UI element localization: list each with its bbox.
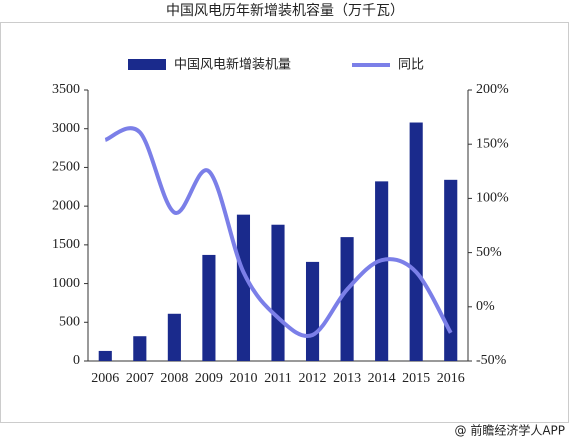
- bar: [271, 224, 285, 361]
- bar: [98, 350, 112, 361]
- bar: [167, 313, 181, 361]
- x-tick-label: 2011: [264, 371, 291, 386]
- x-tick-label: 2009: [195, 371, 223, 386]
- x-tick-label: 2013: [333, 371, 361, 386]
- x-tick-label: 2015: [402, 371, 430, 386]
- y2-tick-label: -50%: [476, 353, 507, 368]
- bar: [236, 214, 251, 361]
- x-tick-label: 2010: [229, 371, 257, 386]
- bar: [444, 179, 458, 361]
- x-tick-label: 2008: [160, 371, 188, 386]
- legend-label: 同比: [398, 58, 424, 73]
- y2-tick-label: 100%: [476, 191, 509, 206]
- legend-label: 中国风电新增装机量: [174, 57, 291, 73]
- bar: [375, 181, 389, 361]
- bar: [305, 261, 320, 361]
- chart-frame: [0, 22, 569, 423]
- x-tick-label: 2006: [91, 371, 119, 386]
- y-tick-label: 3500: [52, 82, 80, 97]
- y-tick-label: 1000: [52, 276, 80, 291]
- bar: [202, 254, 216, 361]
- y2-tick-label: 0%: [476, 299, 495, 314]
- y2-tick-label: 200%: [476, 82, 509, 97]
- x-tick-label: 2007: [126, 371, 154, 386]
- x-tick-label: 2012: [299, 371, 327, 386]
- x-tick-label: 2016: [437, 371, 465, 386]
- bar: [409, 122, 423, 362]
- line: [104, 126, 453, 339]
- bar: [133, 336, 147, 361]
- y2-tick-label: 150%: [476, 136, 509, 151]
- y-tick-label: 2000: [52, 198, 80, 213]
- y-tick-label: 1500: [52, 237, 80, 252]
- footer: @ 前瞻经济学人APP: [455, 423, 566, 438]
- y-tick-label: 500: [59, 315, 80, 330]
- y-tick-label: 3000: [52, 121, 80, 136]
- x-tick-label: 2014: [368, 371, 396, 386]
- chart-title: 中国风电历年新增装机容量（万千瓦）: [166, 2, 404, 19]
- y-tick-label: 0: [73, 353, 80, 368]
- y-tick-label: 2500: [52, 160, 80, 175]
- y2-tick-label: 50%: [476, 245, 502, 260]
- bar: [340, 237, 354, 361]
- legend-swatch: [128, 59, 166, 70]
